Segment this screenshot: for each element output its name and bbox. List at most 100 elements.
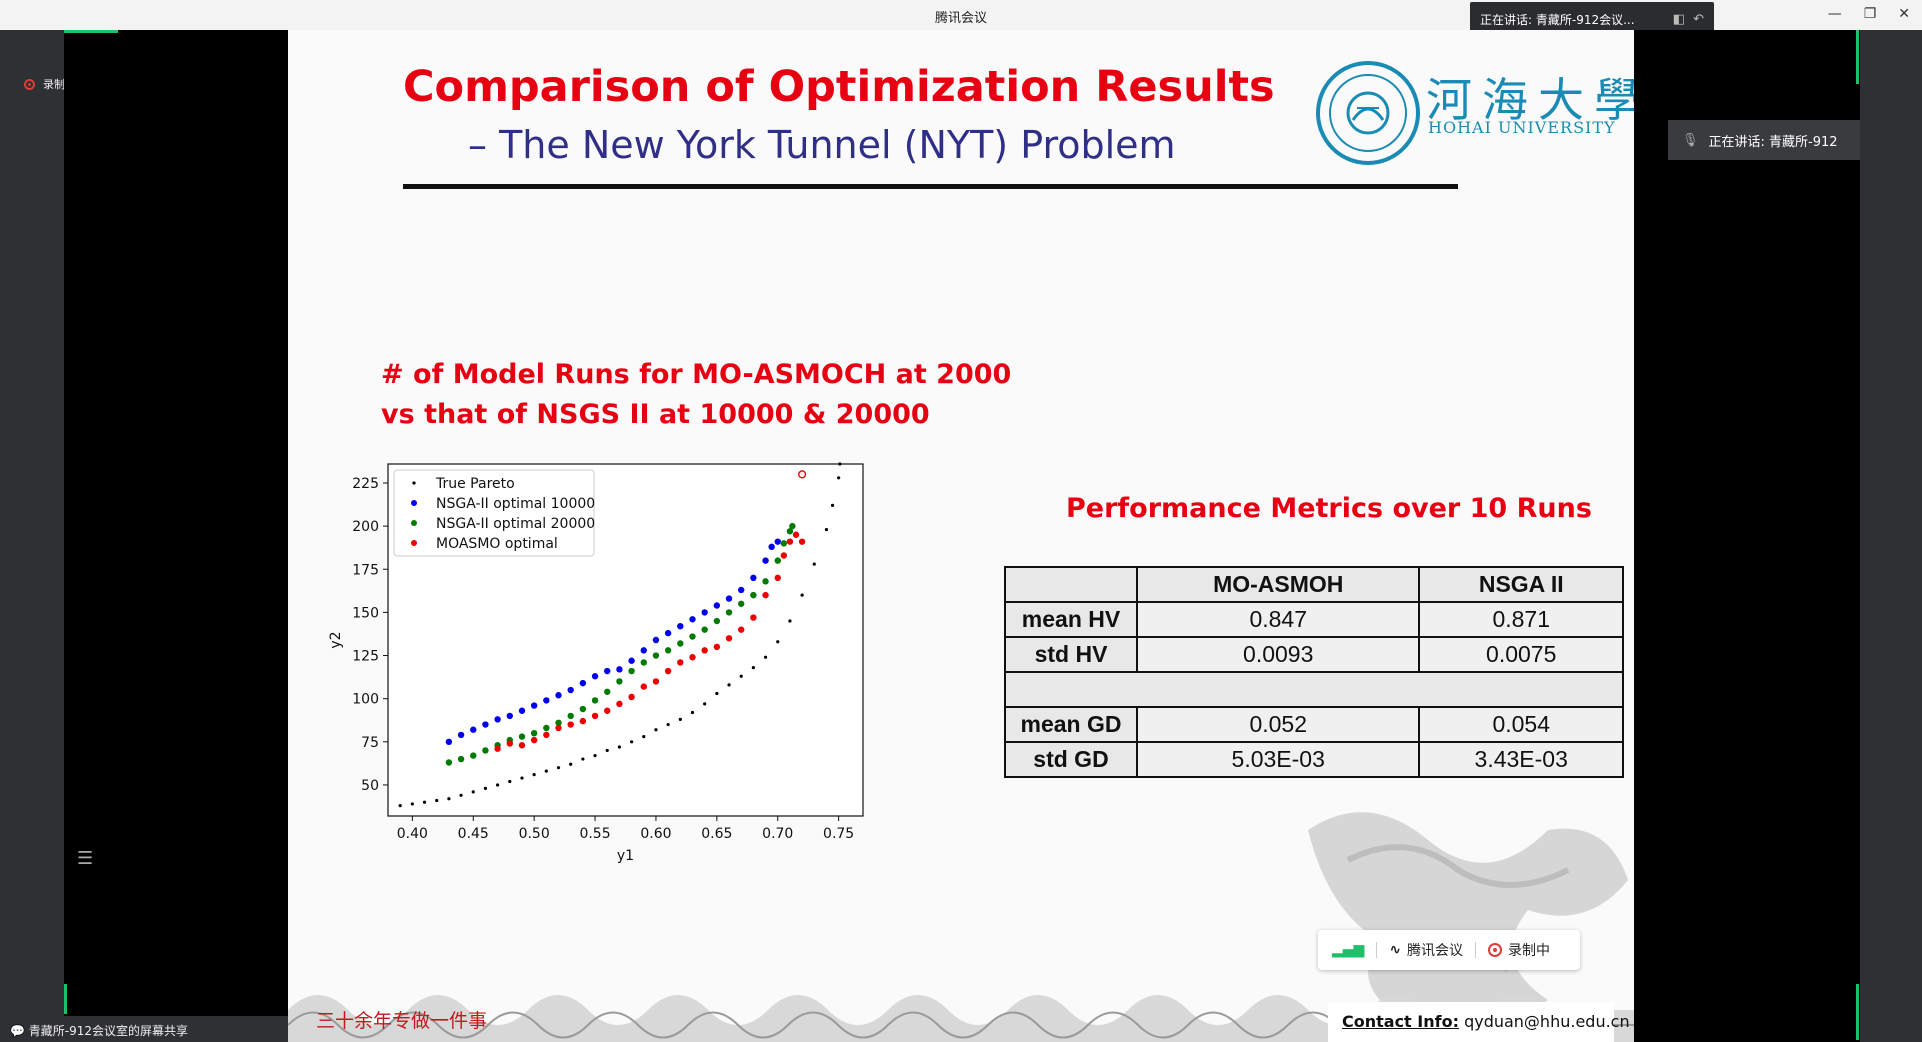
legend-label: NSGA-II optimal 10000 bbox=[436, 496, 595, 512]
data-point bbox=[780, 552, 788, 559]
data-point bbox=[715, 691, 719, 696]
list-icon[interactable]: ☰ bbox=[77, 848, 94, 869]
data-point bbox=[579, 717, 587, 725]
close-button[interactable]: ✕ bbox=[1898, 6, 1910, 22]
data-point bbox=[604, 688, 611, 695]
data-point bbox=[786, 538, 794, 545]
data-point bbox=[727, 683, 731, 687]
data-point bbox=[762, 557, 769, 564]
focus-corner bbox=[1856, 30, 1859, 84]
shared-slide: Comparison of Optimization Results – The… bbox=[288, 30, 1634, 1042]
data-point bbox=[581, 757, 585, 761]
data-point bbox=[483, 786, 488, 790]
return-icon[interactable]: ↶ bbox=[1693, 11, 1704, 27]
meeting-app-button[interactable]: ∿ 腾讯会议 bbox=[1389, 940, 1463, 960]
data-point bbox=[422, 800, 427, 804]
x-tick-label: 0.65 bbox=[701, 826, 732, 842]
data-point bbox=[792, 531, 800, 538]
data-point bbox=[591, 712, 599, 720]
table-header-row: MO-ASMOH NSGA II bbox=[1004, 566, 1624, 603]
signal-icon[interactable]: ▂▄▆ bbox=[1332, 942, 1365, 958]
chat-icon[interactable]: 💬 bbox=[10, 1024, 25, 1038]
table-cell: 0.847 bbox=[1135, 601, 1421, 638]
data-point bbox=[616, 678, 623, 685]
data-point bbox=[678, 717, 682, 721]
table-row: std GD 5.03E-03 3.43E-03 bbox=[1004, 741, 1624, 778]
data-point bbox=[398, 804, 402, 808]
y-tick-label: 50 bbox=[361, 778, 379, 794]
x-tick-label: 0.50 bbox=[519, 826, 550, 842]
app-title: 腾讯会议 bbox=[934, 11, 987, 26]
layout-icon[interactable]: ◧ bbox=[1672, 11, 1686, 27]
table-spacer-row bbox=[1004, 671, 1624, 708]
data-point bbox=[664, 647, 672, 654]
data-point bbox=[751, 666, 755, 670]
data-point bbox=[530, 729, 538, 737]
minimize-button[interactable]: — bbox=[1827, 6, 1842, 22]
data-point bbox=[567, 686, 574, 694]
data-point bbox=[543, 724, 550, 732]
data-point bbox=[701, 626, 708, 633]
data-point bbox=[616, 700, 623, 708]
data-point bbox=[738, 600, 745, 607]
data-point bbox=[617, 745, 622, 749]
university-name-cn: 河海大學 bbox=[1426, 73, 1634, 127]
contact-email: qyduan@hhu.edu.cn bbox=[1464, 1012, 1630, 1031]
tencent-meeting-icon: ∿ bbox=[1389, 942, 1402, 958]
y-tick-label: 225 bbox=[352, 476, 379, 492]
share-label: 青藏所-912会议室的屏幕共享 bbox=[28, 1024, 189, 1038]
data-point bbox=[725, 635, 733, 642]
y-tick-label: 175 bbox=[352, 562, 379, 578]
data-point bbox=[496, 783, 500, 787]
data-point bbox=[593, 754, 597, 758]
record-icon bbox=[1488, 943, 1503, 957]
data-point bbox=[569, 762, 573, 766]
comparison-heading: # of Model Runs for MO-ASMOCH at 2000 vs… bbox=[381, 355, 1011, 435]
table-spacer-cell bbox=[1004, 671, 1624, 708]
x-tick-label: 0.45 bbox=[458, 826, 489, 842]
data-point bbox=[457, 755, 465, 763]
data-point bbox=[713, 617, 721, 625]
data-point bbox=[506, 740, 513, 747]
data-point bbox=[768, 543, 775, 551]
data-point bbox=[518, 742, 526, 749]
row-label: std GD bbox=[1004, 741, 1138, 778]
data-point bbox=[543, 697, 550, 704]
data-point bbox=[508, 779, 512, 784]
data-point bbox=[494, 745, 501, 752]
data-point bbox=[652, 652, 660, 659]
data-point bbox=[750, 591, 757, 599]
data-point bbox=[506, 712, 513, 720]
data-point bbox=[703, 702, 707, 706]
data-point bbox=[482, 721, 489, 728]
data-point bbox=[579, 679, 587, 687]
table-cell: 0.0093 bbox=[1135, 636, 1421, 673]
x-axis-label: y1 bbox=[617, 848, 634, 864]
recording-button[interactable]: 录制中 bbox=[1488, 940, 1550, 960]
data-point bbox=[628, 667, 635, 675]
data-point bbox=[591, 697, 599, 704]
data-point bbox=[654, 728, 658, 732]
table-header-cell: NSGA II bbox=[1418, 566, 1624, 603]
restore-button[interactable]: ❐ bbox=[1863, 6, 1877, 22]
speaking-indicator-right[interactable]: 🎙 正在讲话: 青藏所-912 bbox=[1668, 120, 1860, 160]
data-point bbox=[579, 705, 587, 713]
recording-label-bar: 录制中 bbox=[1508, 943, 1551, 959]
data-point bbox=[677, 640, 684, 647]
metrics-table: MO-ASMOH NSGA II mean HV 0.847 0.871 std… bbox=[1004, 566, 1624, 778]
x-tick-label: 0.70 bbox=[762, 826, 793, 842]
y-tick-label: 75 bbox=[361, 735, 379, 751]
data-point bbox=[556, 766, 561, 770]
data-point bbox=[642, 735, 646, 739]
meeting-app-label: 腾讯会议 bbox=[1407, 943, 1464, 959]
data-point bbox=[530, 736, 538, 744]
table-row: std HV 0.0093 0.0075 bbox=[1004, 636, 1624, 673]
table-row: mean HV 0.847 0.871 bbox=[1004, 601, 1624, 638]
legend-label: MOASMO optimal bbox=[436, 536, 558, 552]
speaking-label: 正在讲话: 青藏所-912会议... bbox=[1480, 12, 1635, 27]
focus-corner bbox=[1856, 984, 1859, 1040]
data-point bbox=[471, 790, 475, 794]
y-axis-label: y2 bbox=[328, 631, 344, 648]
screen-share-label: 💬 青藏所-912会议室的屏幕共享 bbox=[0, 1016, 288, 1042]
data-point bbox=[410, 802, 414, 806]
